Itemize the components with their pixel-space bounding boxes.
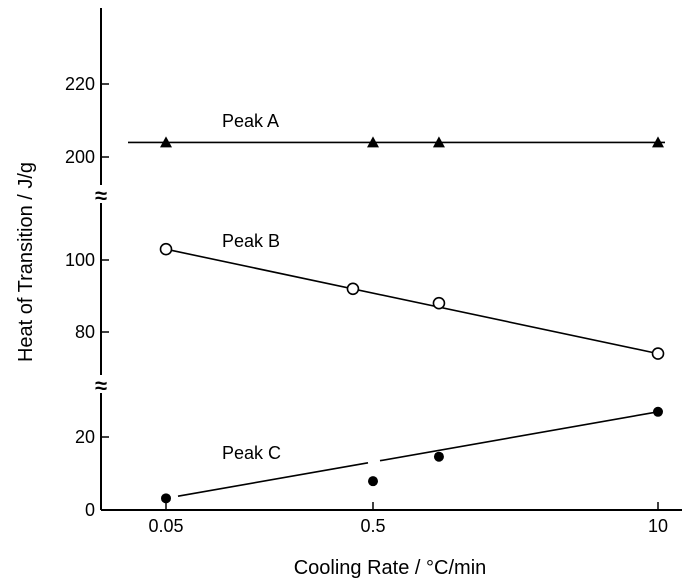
series-peak-c — [161, 406, 663, 504]
labels: 0 20 80 100 200 220 0.05 0.5 10 Cooling Rate / °C… — [15, 74, 668, 579]
x-tick-label: 0.05 — [148, 516, 183, 536]
axis-break-marker-1: ≈ — [95, 183, 107, 208]
y-axis-title: Heat of Transition / J/g — [15, 162, 37, 362]
series-label-peak-c: Peak C — [222, 443, 281, 463]
data-point-filled-circle — [368, 476, 378, 487]
series-line — [165, 248, 659, 355]
series-label-peak-a: Peak A — [222, 111, 279, 131]
data-point-triangle — [367, 136, 379, 148]
data-point-open-circle — [432, 296, 446, 310]
y-tick-label: 20 — [75, 427, 95, 447]
data-point-open-circle — [159, 242, 173, 256]
data-point-open-circle — [346, 282, 360, 296]
data-point-triangle — [432, 136, 445, 148]
y-tick-label: 100 — [65, 250, 95, 270]
x-tick-label: 10 — [648, 516, 668, 536]
x-tick-label: 0.5 — [360, 516, 385, 536]
axis-break-marker-2: ≈ — [95, 373, 107, 398]
data-point-triangle — [652, 136, 664, 148]
y-tick-label: 220 — [65, 74, 95, 94]
data-point-filled-circle — [161, 493, 171, 504]
series-layer — [128, 136, 665, 504]
y-tick-label: 200 — [65, 147, 95, 167]
series-line — [177, 462, 369, 497]
series-peak-b — [159, 242, 665, 360]
axes: ≈≈ — [95, 8, 682, 511]
data-point-filled-circle — [653, 406, 663, 417]
series-label-peak-b: Peak B — [222, 231, 280, 251]
data-point-open-circle — [651, 347, 665, 360]
data-point-filled-circle — [433, 451, 444, 462]
series-peak-a — [128, 136, 665, 148]
data-point-triangle — [160, 136, 172, 148]
y-tick-label: 0 — [85, 500, 95, 520]
x-axis-title: Cooling Rate / °C/min — [294, 557, 487, 579]
series-line — [379, 411, 659, 462]
y-tick-label: 80 — [75, 322, 95, 342]
